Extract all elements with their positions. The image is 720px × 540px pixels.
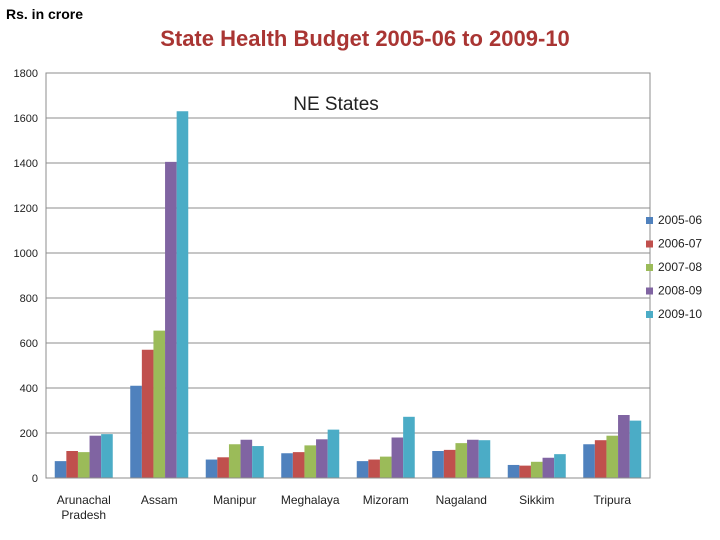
bar-2009-10 [554, 454, 566, 478]
bar-2008-09 [618, 415, 630, 478]
legend-label: 2006-07 [658, 237, 702, 251]
bar-2005-06 [130, 385, 142, 478]
bar-2007-08 [153, 330, 166, 478]
bar-2005-06 [356, 461, 369, 478]
legend-label: 2005-06 [658, 213, 702, 227]
y-tick-label: 1000 [14, 248, 38, 260]
legend-label: 2009-10 [658, 307, 702, 321]
bar-2006-07 [368, 459, 380, 478]
legend-swatch [646, 264, 653, 271]
bar-2005-06 [583, 444, 595, 478]
y-tick-label: 400 [20, 383, 38, 395]
bar-2006-07 [66, 451, 78, 478]
bar-2009-10 [478, 440, 491, 478]
y-tick-label: 800 [20, 293, 38, 305]
bar-2009-10 [327, 429, 340, 478]
bar-2008-09 [165, 161, 177, 478]
legend-swatch [646, 311, 653, 318]
bar-2009-10 [403, 416, 415, 478]
bar-2007-08 [530, 461, 543, 478]
bar-2009-10 [176, 111, 189, 478]
bar-2007-08 [77, 452, 90, 478]
y-unit-label: Rs. in crore [6, 6, 84, 22]
bar-2005-06 [205, 459, 218, 478]
y-tick-label: 1600 [14, 113, 38, 125]
legend-swatch [646, 217, 653, 224]
bar-2006-07 [519, 465, 531, 478]
x-category-label: Assam [141, 493, 178, 507]
bar-2007-08 [304, 445, 317, 478]
bar-2009-10 [252, 446, 264, 478]
y-tick-label: 600 [20, 338, 38, 350]
x-category-label: Tripura [593, 493, 631, 507]
bar-2008-09 [240, 439, 253, 478]
chart-title: State Health Budget 2005-06 to 2009-10 [160, 26, 570, 51]
x-category-label: Meghalaya [281, 493, 340, 507]
bar-2007-08 [379, 456, 392, 478]
bar-2005-06 [507, 464, 520, 478]
bar-2008-09 [391, 437, 404, 478]
bar-2006-07 [217, 457, 229, 478]
bar-2007-08 [606, 435, 619, 478]
y-tick-label: 1200 [14, 203, 38, 215]
x-category-label: Mizoram [363, 493, 409, 507]
plot-area-frame [45, 72, 651, 479]
y-tick-label: 200 [20, 428, 38, 440]
bar-2005-06 [281, 453, 293, 478]
bar-2007-08 [455, 443, 468, 478]
bar-2007-08 [228, 444, 241, 478]
y-tick-label: 0 [32, 473, 38, 485]
x-category-label: Nagaland [436, 493, 487, 507]
bar-2008-09 [316, 439, 328, 478]
bar-2005-06 [54, 461, 67, 478]
bar-2005-06 [432, 451, 444, 478]
legend-swatch [646, 240, 653, 248]
bar-2006-07 [141, 349, 154, 478]
x-category-label: Arunachal Pradesh [57, 493, 111, 522]
legend-label: 2008-09 [658, 284, 702, 298]
bar-2009-10 [101, 434, 113, 478]
bar-2008-09 [89, 435, 102, 478]
y-tick-label: 1400 [14, 158, 38, 170]
legend-swatch [646, 287, 653, 295]
bar-2009-10 [629, 420, 642, 478]
x-category-label: Manipur [213, 493, 256, 507]
bar-2006-07 [443, 449, 456, 478]
legend-label: 2007-08 [658, 260, 702, 274]
x-category-label: Sikkim [519, 493, 554, 507]
y-tick-label: 1800 [14, 68, 38, 80]
bar-2006-07 [594, 440, 607, 478]
bar-2008-09 [542, 457, 555, 478]
chart-subtitle: NE States [293, 94, 379, 115]
bar-2006-07 [292, 452, 305, 478]
bar-2008-09 [467, 439, 479, 478]
